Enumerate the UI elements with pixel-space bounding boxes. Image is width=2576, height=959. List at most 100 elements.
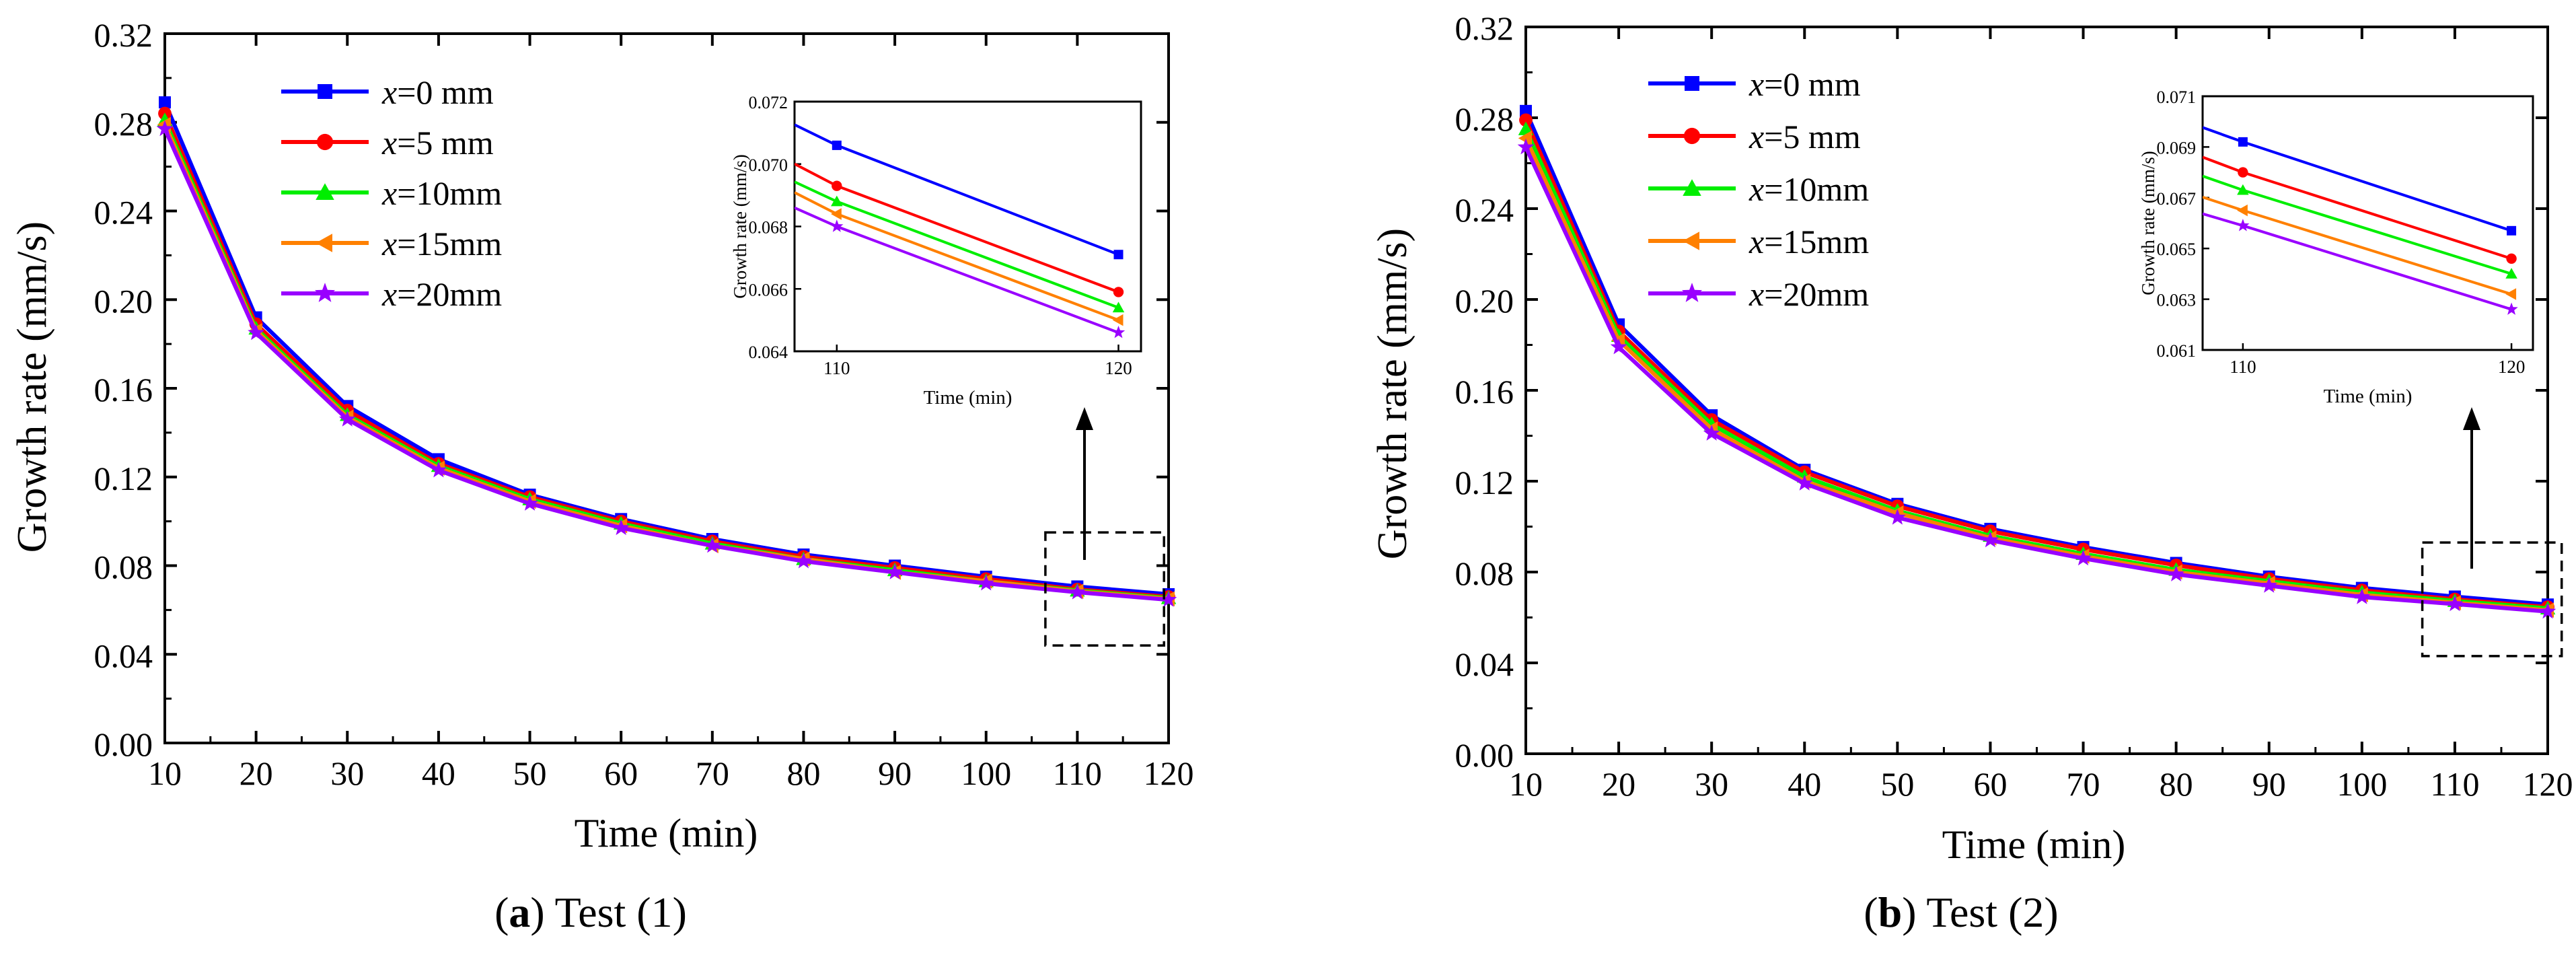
x-ticks: 10 20 30 40 50 60 70 80 90 100 110 120 bbox=[148, 34, 1194, 792]
legend-var: x bbox=[1749, 275, 1764, 313]
x-tick-label: 10 bbox=[1509, 765, 1543, 803]
legend-value: =5 mm bbox=[397, 124, 494, 162]
inset-data-point bbox=[2238, 137, 2248, 147]
zoom-box bbox=[1044, 531, 1165, 647]
legend-label: x=15mm bbox=[1749, 223, 1869, 260]
inset-frame bbox=[2201, 95, 2534, 351]
series-line bbox=[1524, 110, 2548, 607]
y-tick-label: 0.32 bbox=[94, 16, 153, 54]
inset-y-tick-label: 0.066 bbox=[749, 280, 788, 299]
data-point bbox=[1703, 425, 1720, 441]
data-point bbox=[159, 96, 171, 109]
x-ticks: 10 20 30 40 50 60 70 80 90 100 110 120 bbox=[1509, 27, 2573, 803]
inset-x-tick-label: 110 bbox=[2230, 357, 2256, 377]
inset-y-tick-label: 0.067 bbox=[2157, 189, 2197, 209]
data-point bbox=[2353, 588, 2371, 604]
inset-x-tick-label: 120 bbox=[2498, 357, 2526, 377]
inset-y-tick-label: 0.071 bbox=[2157, 87, 2197, 107]
inset-y-tick-label: 0.070 bbox=[749, 155, 788, 175]
legend-value: =10mm bbox=[397, 174, 502, 212]
data-point bbox=[1982, 531, 1999, 548]
x-tick-label: 70 bbox=[2067, 765, 2100, 803]
inset-chart: 0.061 0.063 0.065 0.067 0.069 0.071 110 120 Time… bbox=[2138, 87, 2534, 407]
y-ticks: 0.00 0.04 0.08 0.12 0.16 0.20 0.24 0.28 0.32 bbox=[1455, 9, 2548, 774]
inset-data-point bbox=[1113, 250, 1124, 260]
inset-y-tick-label: 0.065 bbox=[2157, 240, 2197, 259]
y-tick-label: 0.08 bbox=[1455, 555, 1514, 592]
panel-caption: (b) Test (2) bbox=[1864, 888, 2058, 936]
series-group bbox=[156, 96, 1177, 607]
legend-var: x bbox=[381, 225, 397, 262]
series-line bbox=[163, 101, 1169, 596]
data-point bbox=[1518, 131, 1532, 146]
data-point bbox=[1611, 332, 1625, 348]
legend-var: x bbox=[381, 275, 397, 313]
inset-series-group bbox=[2203, 126, 2518, 315]
x-tick-label: 120 bbox=[2523, 765, 2573, 803]
series-line bbox=[163, 128, 1169, 602]
inset-data-point bbox=[1113, 287, 1124, 297]
y-axis-label: Growth rate (mm/s) bbox=[1370, 228, 1415, 559]
legend-marker bbox=[1683, 232, 1699, 250]
inset-y-axis-label: Growth rate (mm/s) bbox=[730, 154, 750, 298]
x-tick-label: 50 bbox=[513, 754, 547, 792]
x-tick-label: 120 bbox=[1144, 754, 1194, 792]
x-tick-label: 80 bbox=[786, 754, 820, 792]
x-tick-label: 20 bbox=[240, 754, 273, 792]
legend-label: x=15mm bbox=[381, 225, 502, 262]
data-point bbox=[1517, 138, 1535, 155]
legend-label: x=0 mm bbox=[381, 73, 494, 111]
data-point bbox=[1069, 583, 1086, 600]
y-tick-label: 0.04 bbox=[94, 637, 153, 674]
legend-value: =20mm bbox=[397, 275, 502, 313]
y-tick-label: 0.24 bbox=[1455, 191, 1514, 229]
y-tick-label: 0.28 bbox=[94, 105, 153, 143]
inset-data-point bbox=[832, 180, 842, 191]
inset-y-tick-label: 0.068 bbox=[749, 218, 788, 238]
series-line bbox=[1524, 137, 2548, 612]
legend-label: x=5 mm bbox=[1749, 118, 1861, 155]
data-point bbox=[1796, 474, 1813, 491]
inset-y-tick-label: 0.063 bbox=[2157, 291, 2197, 310]
series-line bbox=[163, 112, 1169, 599]
data-point bbox=[521, 495, 538, 511]
inset-series-group bbox=[795, 123, 1126, 339]
legend-var: x bbox=[1749, 65, 1764, 103]
legend-label: x=10mm bbox=[381, 174, 502, 212]
data-point bbox=[795, 552, 812, 569]
inset-data-point bbox=[2505, 288, 2517, 300]
legend-marker bbox=[318, 84, 332, 99]
inset-y-tick-label: 0.064 bbox=[749, 343, 788, 362]
legend-marker bbox=[1685, 76, 1699, 91]
data-point bbox=[1160, 591, 1177, 607]
inset-data-point bbox=[2236, 219, 2250, 232]
legend-marker bbox=[1683, 179, 1701, 196]
inset-x-axis-label: Time (min) bbox=[924, 387, 1013, 409]
x-tick-label: 60 bbox=[604, 754, 638, 792]
data-point bbox=[886, 563, 904, 579]
legend-var: x bbox=[381, 124, 397, 162]
x-tick-label: 40 bbox=[1788, 765, 1821, 803]
x-tick-label: 30 bbox=[330, 754, 364, 792]
data-point bbox=[2260, 577, 2278, 593]
legend-var: x bbox=[1749, 170, 1764, 208]
inset-x-tick-label: 110 bbox=[823, 358, 850, 378]
legend-label: x=20mm bbox=[1749, 275, 1869, 313]
y-axis-label: Growth rate (mm/s) bbox=[9, 221, 55, 553]
inset-data-point bbox=[830, 219, 844, 232]
inset-data-point bbox=[2505, 268, 2517, 279]
data-point bbox=[2168, 565, 2184, 581]
data-point bbox=[2446, 595, 2464, 612]
legend-var: x bbox=[1749, 118, 1764, 155]
legend-label: x=0 mm bbox=[1749, 65, 1861, 103]
x-tick-label: 90 bbox=[878, 754, 912, 792]
data-point bbox=[612, 519, 630, 536]
x-tick-label: 60 bbox=[1973, 765, 2007, 803]
caption-letter: b bbox=[1878, 888, 1903, 936]
x-tick-label: 110 bbox=[2430, 765, 2479, 803]
inset-data-point bbox=[1111, 326, 1126, 339]
legend-label: x=5 mm bbox=[381, 124, 494, 162]
x-tick-label: 70 bbox=[696, 754, 729, 792]
